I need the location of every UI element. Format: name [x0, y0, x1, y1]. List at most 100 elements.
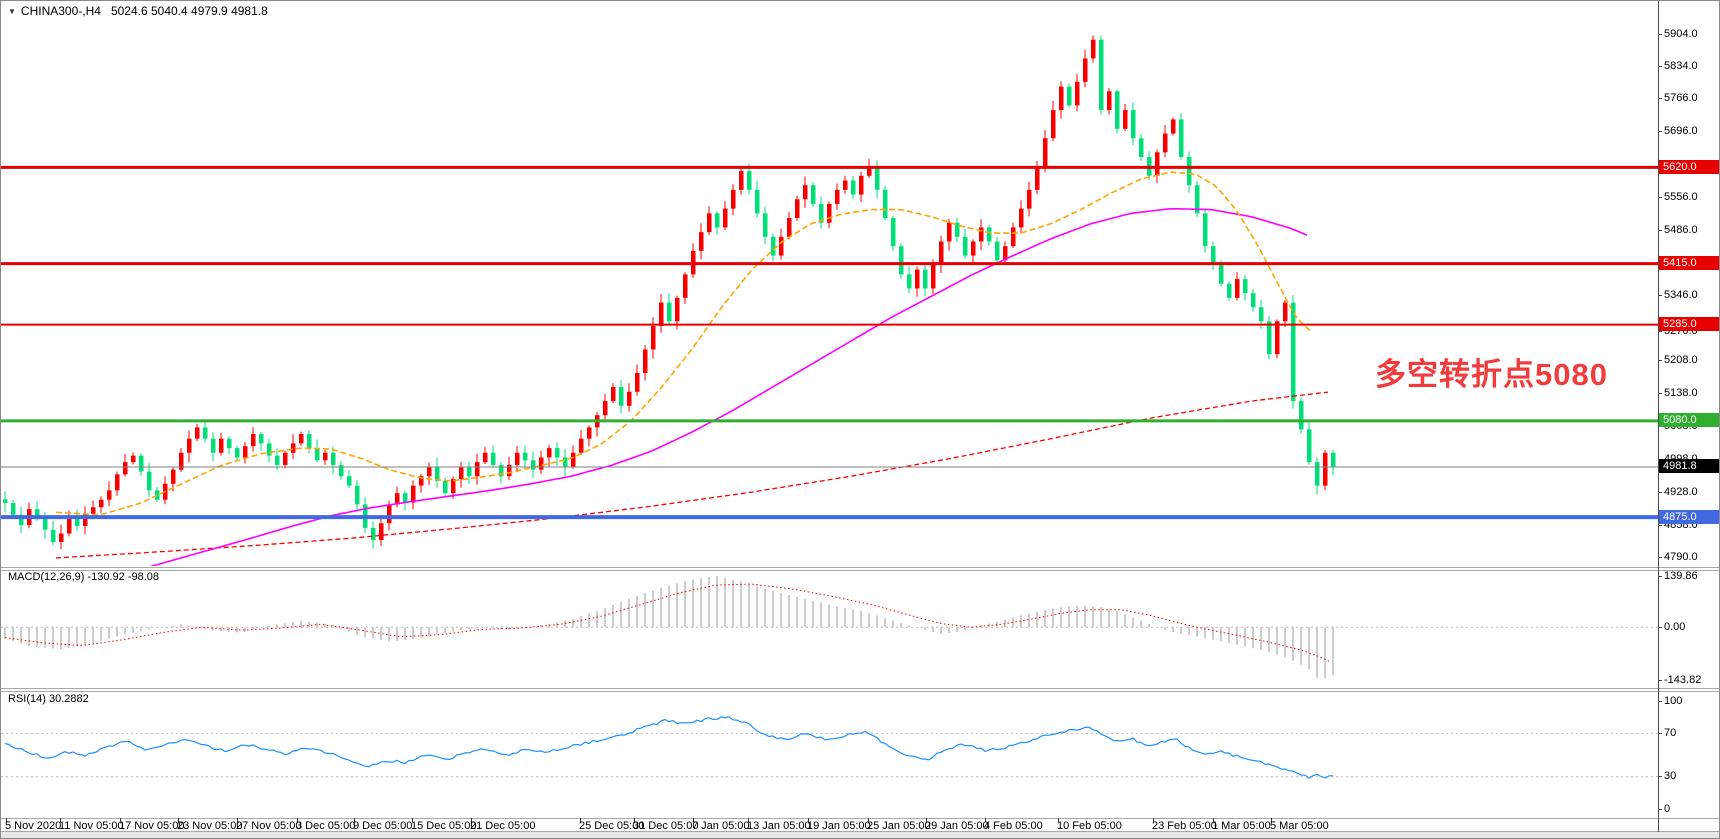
time-axis-label: 3 Dec 05:00: [296, 820, 356, 832]
price-tick-label: 4928.0: [1664, 486, 1698, 498]
time-axis-label: 5 Mar 05:00: [1270, 820, 1329, 832]
macd-tick-label-tick: [1658, 576, 1662, 577]
price-tick-label: 5138.0: [1664, 387, 1698, 399]
price-tick-label: 5696.0: [1664, 125, 1698, 137]
macd-values: -130.92 -98.08: [87, 571, 160, 583]
price-tick-label: 5766.0: [1664, 92, 1698, 104]
time-axis-label: 17 Nov 05:00: [119, 820, 185, 832]
price-tick-label: 5556.0: [1664, 191, 1698, 203]
time-axis-label: 19 Jan 05:00: [807, 820, 871, 832]
time-tick: [926, 818, 927, 822]
time-axis-label: 23 Feb 05:00: [1152, 820, 1217, 832]
price-tick-label-tick: [1658, 131, 1662, 132]
rsi-tick-label: 70: [1664, 727, 1677, 739]
ma-slow-line: [55, 391, 1329, 559]
price-tick-label-tick: [1658, 557, 1662, 558]
price-badge-4981.8: 4981.8: [1659, 459, 1719, 473]
price-tick-label-tick: [1658, 492, 1662, 493]
time-axis-label: 15 Dec 05:00: [411, 820, 477, 832]
price-tick-label-tick: [1658, 360, 1662, 361]
rsi-level-lines: [1, 732, 1658, 778]
price-tick-label: 5486.0: [1664, 224, 1698, 236]
symbol-dropdown-icon[interactable]: ▼: [8, 7, 16, 16]
time-axis-label: 25 Dec 05:00: [579, 820, 645, 832]
price-tick-label: 5834.0: [1664, 60, 1698, 72]
price-tick-label-tick: [1658, 66, 1662, 67]
price-axis-border: [1658, 1, 1659, 832]
ma-fast-line: [55, 171, 1311, 516]
time-axis-label: 27 Nov 05:00: [236, 820, 302, 832]
macd-tick-label-tick: [1658, 627, 1662, 628]
pane-separator[interactable]: [1, 688, 1719, 689]
rsi-tick-label: 100: [1664, 695, 1683, 707]
time-tick: [1058, 818, 1059, 822]
macd-tick-label: -143.82: [1664, 674, 1702, 686]
time-axis-label: 5 Nov 2020: [5, 820, 62, 832]
price-badge-5285.0: 5285.0: [1659, 317, 1719, 331]
macd-histogram: [4, 576, 1334, 679]
time-tick: [6, 818, 7, 822]
rsi-tick-label-tick: [1658, 776, 1662, 777]
macd-indicator-label: MACD(12,26,9) -130.92 -98.08: [8, 571, 159, 583]
annotation-text[interactable]: 多空转折点5080: [1375, 357, 1608, 392]
time-tick: [1213, 818, 1214, 822]
rsi-line: [4, 716, 1333, 780]
time-tick: [354, 818, 355, 822]
price-tick-label-tick: [1658, 393, 1662, 394]
time-tick: [748, 818, 749, 822]
time-axis-label: 13 Jan 05:00: [747, 820, 811, 832]
macd-tick-label: 0.00: [1664, 621, 1686, 633]
price-tick-label: 5904.0: [1664, 28, 1698, 40]
time-tick: [471, 818, 472, 822]
time-axis-label: 7 Jan 05:00: [692, 820, 750, 832]
time-tick: [1153, 818, 1154, 822]
rsi-tick-label-tick: [1658, 701, 1662, 702]
price-tick-label-tick: [1658, 197, 1662, 198]
rsi-value: 30.2882: [48, 693, 89, 705]
price-badge-5080.0: 5080.0: [1659, 413, 1719, 427]
time-axis-label: 31 Dec 05:00: [633, 820, 699, 832]
price-badge-5415.0: 5415.0: [1659, 256, 1719, 270]
macd-name: MACD(12,26,9): [8, 571, 85, 583]
rsi-tick-label: 30: [1664, 770, 1677, 782]
rsi-tick-label: 0: [1664, 803, 1671, 815]
time-tick: [297, 818, 298, 822]
pane-separator: [1, 831, 1719, 832]
macd-tick-label: 139.86: [1664, 570, 1698, 582]
time-tick: [60, 818, 61, 822]
time-axis-label: 29 Jan 05:00: [925, 820, 989, 832]
time-tick: [693, 818, 694, 822]
time-tick: [412, 818, 413, 822]
time-axis-label: 10 Feb 05:00: [1057, 820, 1122, 832]
price-tick-label: 5208.0: [1664, 354, 1698, 366]
price-tick-label-tick: [1658, 331, 1662, 332]
symbol-period-label: CHINA300-,H4: [20, 4, 101, 18]
time-axis-label: 4 Feb 05:00: [984, 820, 1043, 832]
macd-tick-label-tick: [1658, 680, 1662, 681]
time-axis-label: 23 Nov 05:00: [177, 820, 243, 832]
time-tick: [868, 818, 869, 822]
time-axis-label: 9 Dec 05:00: [353, 820, 413, 832]
time-tick: [985, 818, 986, 822]
price-tick-label: 5346.0: [1664, 289, 1698, 301]
time-axis-label: 21 Dec 05:00: [470, 820, 536, 832]
time-tick: [580, 818, 581, 822]
rsi-tick-label-tick: [1658, 733, 1662, 734]
time-axis-label: 25 Jan 05:00: [867, 820, 931, 832]
pane-separator[interactable]: [1, 570, 1719, 571]
price-tick-label: 4790.0: [1664, 551, 1698, 563]
time-tick: [1271, 818, 1272, 822]
pane-separator[interactable]: [1, 691, 1719, 692]
pane-separator[interactable]: [1, 567, 1719, 568]
time-tick: [808, 818, 809, 822]
rsi-indicator-label: RSI(14) 30.2882: [8, 693, 89, 705]
price-tick-label-tick: [1658, 230, 1662, 231]
time-tick: [120, 818, 121, 822]
rsi-tick-label-tick: [1658, 809, 1662, 810]
price-tick-label-tick: [1658, 34, 1662, 35]
price-badge-4875.0: 4875.0: [1659, 510, 1719, 524]
chart-title: ▼ CHINA300-,H4 5024.6 5040.4 4979.9 4981.8: [8, 4, 268, 18]
time-tick: [178, 818, 179, 822]
